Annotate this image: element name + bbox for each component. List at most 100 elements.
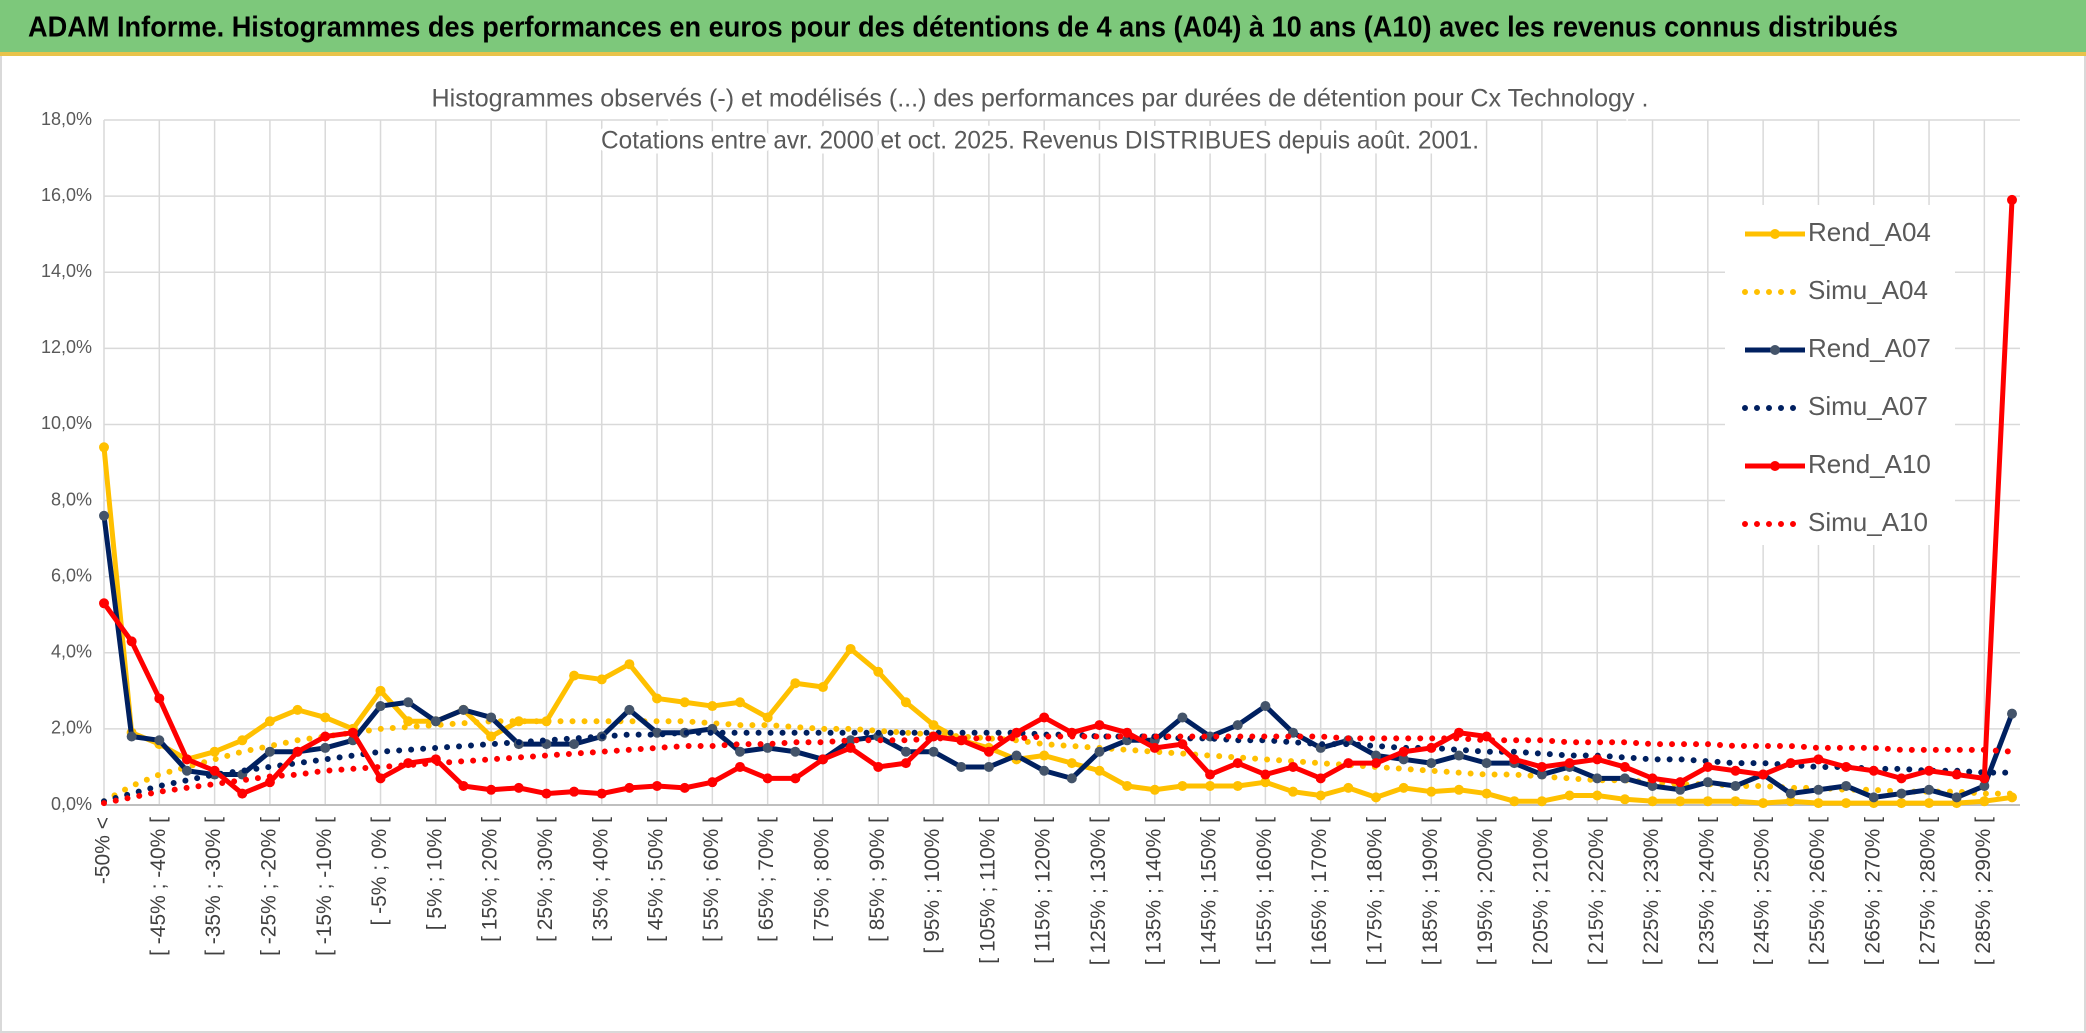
point: [873, 666, 884, 677]
point: [1536, 761, 1547, 772]
point: [1315, 790, 1326, 801]
point: [790, 773, 801, 784]
series-line: [101, 199, 2015, 797]
point: [1868, 792, 1879, 803]
point: [1675, 777, 1686, 788]
point: [1426, 742, 1437, 753]
y-tick-label: 4,0%: [51, 642, 92, 662]
point: [1647, 780, 1658, 791]
point: [679, 782, 690, 793]
x-tick-label: [ 265% ; 270% [: [1861, 817, 1884, 965]
point: [1288, 761, 1299, 772]
point: [1785, 788, 1796, 799]
point: [1951, 769, 1962, 780]
x-tick-label: [ 15% ; 20% [: [479, 817, 502, 942]
point: [1619, 773, 1630, 784]
point: [1924, 765, 1935, 776]
header-band: [0, 0, 2086, 55]
point: [237, 735, 248, 746]
point: [845, 742, 856, 753]
x-tick-label: [ 135% ; 140% [: [1142, 817, 1165, 965]
series-line: [101, 447, 2013, 806]
point: [403, 716, 414, 727]
point: [1205, 769, 1216, 780]
point: [1453, 750, 1464, 761]
point: [735, 697, 745, 708]
x-tick-label: [ 25% ; 30% [: [534, 817, 557, 942]
point: [1813, 784, 1824, 795]
point: [1343, 782, 1354, 793]
x-tick-label: [ 35% ; 40% [: [589, 817, 612, 942]
point: [292, 746, 303, 757]
point: [1011, 727, 1022, 738]
point: [624, 704, 635, 715]
point: [1702, 796, 1713, 807]
legend-marker: [1770, 345, 1780, 355]
point: [790, 678, 801, 689]
point: [1094, 720, 1105, 731]
point: [486, 784, 497, 795]
point: [375, 773, 386, 784]
x-tick-label: [ 245% ; 250% [: [1751, 817, 1774, 965]
point: [181, 765, 192, 776]
point: [1924, 798, 1935, 809]
x-tick-label: [ 5% ; 10% [: [423, 817, 446, 930]
point: [1702, 777, 1713, 788]
point: [458, 780, 469, 791]
point: [817, 754, 828, 765]
point: [154, 693, 165, 704]
x-tick-label: [ 85% ; 90% [: [866, 817, 889, 942]
point: [99, 510, 109, 521]
point: [1205, 780, 1216, 791]
point: [486, 712, 497, 723]
x-tick-label: [ 105% ; 110% [: [976, 817, 999, 964]
x-tick-label: [ 235% ; 240% [: [1695, 817, 1718, 965]
x-tick-label: [ 215% ; 220% [: [1585, 817, 1608, 965]
point: [1841, 798, 1852, 809]
point: [1896, 773, 1907, 784]
x-tick-label: [ 255% ; 260% [: [1806, 817, 1829, 965]
point: [569, 786, 580, 797]
point: [1509, 796, 1520, 807]
point: [762, 773, 773, 784]
x-tick-label: [ -35% ; -30% [: [202, 817, 225, 956]
point: [873, 761, 884, 772]
point: [513, 716, 524, 727]
legend-label: Simu_A07: [1808, 391, 1928, 421]
y-tick-label: 6,0%: [51, 565, 92, 585]
point: [1979, 780, 1990, 791]
x-tick-label: [ -25% ; -20% [: [257, 817, 280, 956]
point: [1343, 758, 1354, 769]
point: [1675, 784, 1686, 795]
point: [320, 742, 331, 753]
x-tick-label: [ 285% ; 290% [: [1972, 817, 1995, 965]
point: [762, 712, 773, 723]
point: [652, 727, 663, 738]
point: [900, 746, 911, 757]
point: [983, 761, 994, 772]
point: [596, 674, 607, 685]
y-tick-label: 8,0%: [51, 489, 92, 509]
x-tick-label: [ 205% ; 210% [: [1529, 817, 1552, 965]
series-line: [101, 515, 2015, 800]
point: [569, 670, 580, 681]
point: [707, 701, 718, 712]
point: [1730, 765, 1741, 776]
point: [1426, 786, 1437, 797]
point: [1592, 754, 1603, 765]
x-tick-label: -50% <: [92, 817, 115, 884]
point: [1868, 765, 1879, 776]
point: [1730, 780, 1741, 791]
point: [1924, 784, 1935, 795]
legend-label: Simu_A10: [1808, 507, 1928, 537]
point: [1260, 769, 1271, 780]
point: [1619, 794, 1630, 805]
point: [1260, 701, 1271, 712]
point: [1592, 773, 1603, 784]
x-tick-label: [ 125% ; 130% [: [1087, 817, 1110, 965]
point: [1398, 782, 1409, 793]
legend-label: Rend_A07: [1808, 333, 1931, 363]
point: [1730, 796, 1741, 807]
point: [2007, 194, 2017, 205]
